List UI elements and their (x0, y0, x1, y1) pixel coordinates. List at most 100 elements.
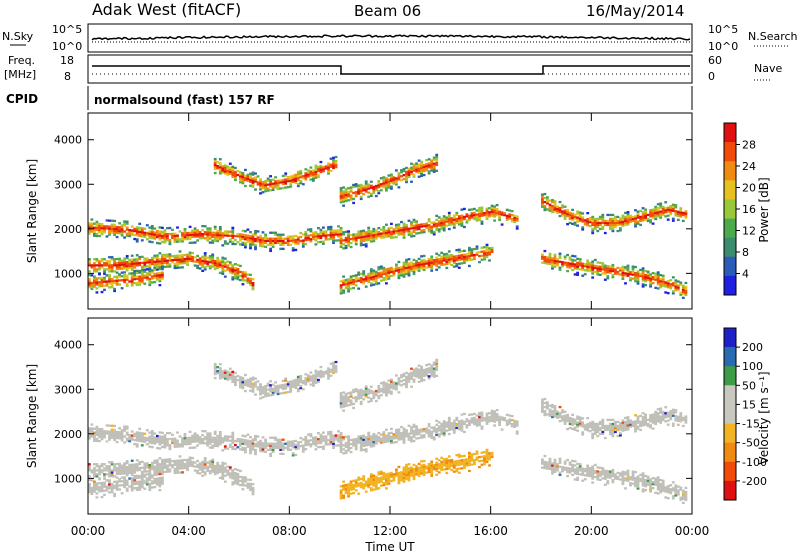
power-cell (161, 253, 164, 257)
velocity-cell (435, 467, 439, 470)
power-cell (382, 176, 386, 179)
velocity-cell (244, 379, 247, 383)
power-cell (656, 277, 660, 280)
power-cell (468, 214, 471, 217)
power-cell (306, 234, 310, 237)
power-cell (128, 235, 132, 238)
velocity-cell (412, 477, 416, 481)
velocity-cell (478, 456, 481, 459)
power-cell (98, 264, 101, 267)
power-cell (125, 220, 129, 223)
power-cell (294, 240, 298, 244)
power-cell (135, 283, 139, 287)
velocity-cell (450, 424, 454, 427)
velocity-cell (186, 464, 189, 467)
power-cell (90, 281, 94, 285)
power-cell (98, 228, 101, 232)
power-cell (576, 218, 579, 221)
power-cell (332, 233, 335, 236)
power-cell (334, 229, 338, 232)
velocity-cell (430, 436, 434, 439)
power-cell (161, 267, 164, 271)
power-cell (611, 263, 615, 267)
power-cell (140, 239, 144, 242)
power-cell (435, 228, 439, 231)
power-cell (327, 166, 330, 169)
velocity-cell (420, 470, 423, 473)
velocity-cell (206, 444, 210, 447)
velocity-cell (188, 430, 192, 433)
power-cell (669, 279, 673, 282)
power-cell (651, 216, 655, 219)
velocity-cell (125, 483, 129, 486)
power-cell (304, 174, 308, 177)
velocity-cell (156, 434, 159, 438)
power-cell (382, 272, 386, 276)
power-cell (203, 252, 207, 255)
cpid-value: normalsound (fast) 157 RF (94, 93, 275, 107)
power-cell (221, 165, 225, 168)
velocity-cell (264, 385, 267, 388)
power-cell (218, 232, 222, 235)
power-cell (588, 265, 592, 269)
velocity-cell (228, 476, 232, 479)
power-cell (291, 180, 295, 183)
velocity-cell (402, 433, 406, 436)
power-cell (231, 278, 235, 281)
power-cell (616, 270, 620, 274)
velocity-cell (261, 396, 265, 399)
power-cell (578, 211, 582, 214)
power-cell (161, 261, 164, 265)
velocity-cell (201, 462, 205, 465)
velocity-cell (246, 443, 250, 446)
power-cell (578, 219, 582, 222)
velocity-cell (140, 436, 144, 439)
velocity-cell (382, 473, 386, 477)
power-cell (609, 221, 612, 225)
velocity-cell (163, 470, 167, 473)
power-cell (359, 187, 363, 191)
power-cell (681, 219, 685, 223)
velocity-cell (100, 465, 104, 468)
power-cell (666, 208, 670, 211)
power-cell (385, 185, 388, 188)
power-cell (231, 232, 235, 235)
velocity-cell (231, 447, 235, 451)
velocity-cell (470, 459, 474, 462)
power-cell (198, 267, 202, 270)
power-cell (402, 224, 406, 227)
velocity-cell (145, 479, 149, 482)
velocity-cell (105, 467, 109, 470)
power-cell (480, 210, 484, 213)
power-cell (510, 214, 514, 217)
velocity-cell (206, 461, 210, 464)
velocity-cell (226, 473, 230, 476)
power-cell (171, 234, 174, 238)
power-cell (135, 226, 139, 229)
power-cell (551, 206, 554, 210)
power-cell (392, 268, 396, 271)
velocity-cell (103, 430, 106, 433)
power-cell (412, 228, 416, 231)
velocity-cell (291, 383, 295, 386)
velocity-cell (123, 464, 126, 467)
power-cell (166, 255, 169, 258)
power-cell (395, 225, 398, 229)
power-cell (374, 280, 378, 284)
power-cell (158, 260, 162, 263)
power-cell (196, 258, 199, 262)
velocity-cell (244, 373, 247, 377)
velocity-cell (178, 445, 182, 448)
power-cell (402, 167, 406, 171)
velocity-cell (334, 370, 338, 374)
power-cell (556, 262, 559, 265)
power-cell (397, 178, 401, 181)
velocity-cell (480, 417, 484, 420)
power-cell (352, 183, 355, 187)
velocity-cell (475, 420, 479, 423)
power-cell (113, 279, 116, 282)
power-cell (390, 236, 393, 240)
power-cell (296, 240, 300, 243)
velocity-cell (148, 435, 152, 438)
velocity-cell (417, 436, 421, 440)
